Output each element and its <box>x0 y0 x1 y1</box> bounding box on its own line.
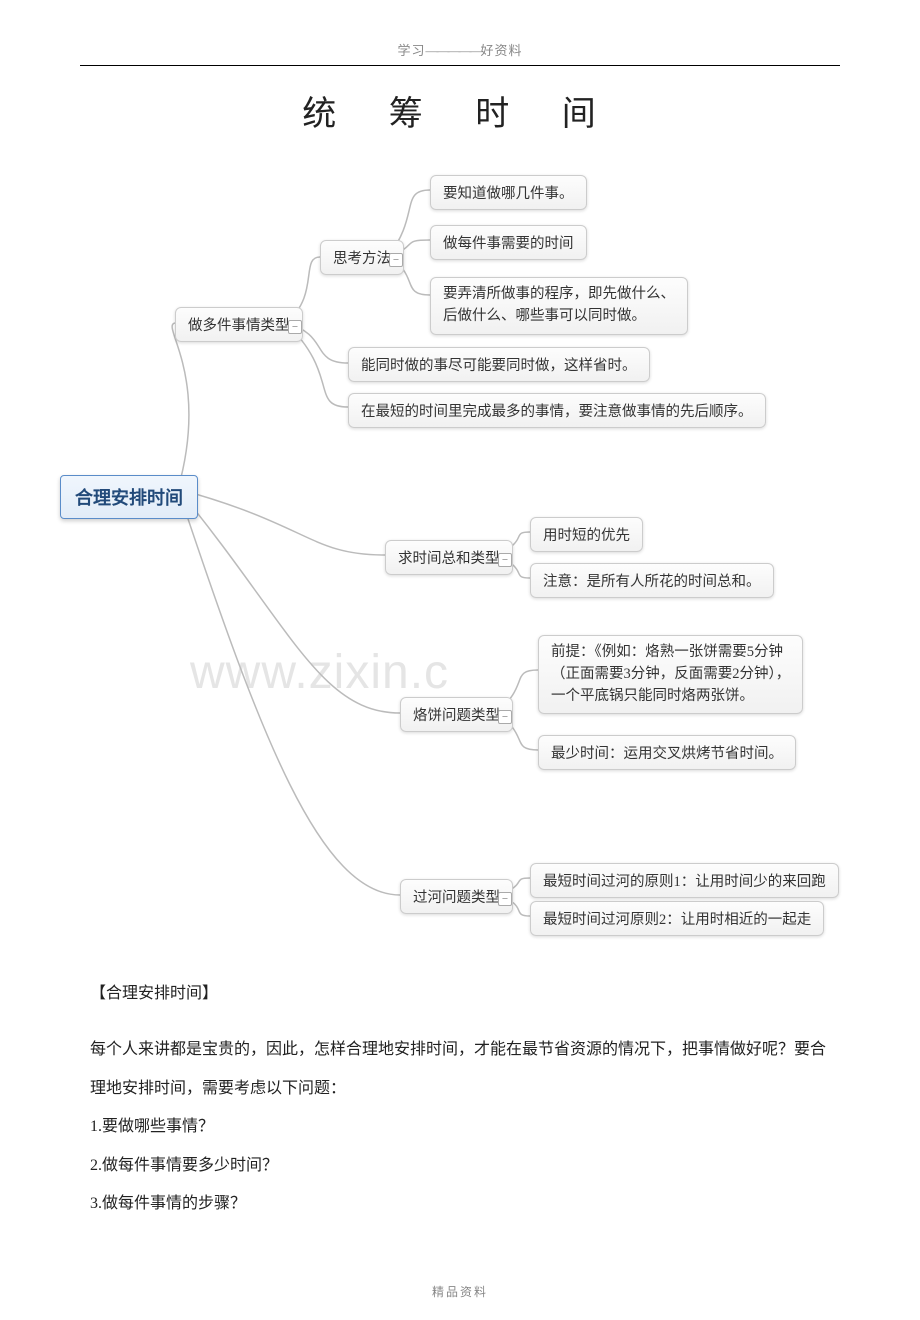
root-label: 合理安排时间 <box>75 488 183 508</box>
toggle-icon[interactable]: − <box>498 710 512 724</box>
mindmap: www.zixin.c 合理安排时间 做多件事情类型思考方法要知道做哪几件事。做… <box>60 175 870 935</box>
header-right: 好资料 <box>481 43 523 58</box>
node-n9: 用时短的优先 <box>530 517 643 552</box>
node-n13: 最少时间：运用交叉烘烤节省时间。 <box>538 735 796 770</box>
page-header: 学习—————好资料 <box>80 0 840 66</box>
toggle-icon[interactable]: − <box>288 320 302 334</box>
section-label: 【合理安排时间】 <box>90 975 830 1013</box>
paragraph-intro: 每个人来讲都是宝贵的，因此，怎样合理地安排时间，才能在最节省资源的情况下，把事情… <box>90 1031 830 1108</box>
toggle-icon[interactable]: − <box>389 253 403 267</box>
node-n5: 要弄清所做事的程序，即先做什么、 后做什么、哪些事可以同时做。 <box>430 277 688 335</box>
page-title: 统 筹 时 间 <box>0 66 920 175</box>
node-n11: 烙饼问题类型 <box>400 697 513 732</box>
node-n1: 做多件事情类型 <box>175 307 303 342</box>
node-n12: 前提：《例如：烙熟一张饼需要5分钟 （正面需要3分钟，反面需要2分钟）， 一个平… <box>538 635 803 714</box>
toggle-icon[interactable]: − <box>498 553 512 567</box>
node-n7: 在最短的时间里完成最多的事情，要注意做事情的先后顺序。 <box>348 393 766 428</box>
header-left: 学习 <box>397 43 425 58</box>
footer: 精品资料 <box>0 1273 920 1320</box>
node-n8: 求时间总和类型 <box>385 540 513 575</box>
question-1: 1.要做哪些事情？ <box>90 1108 830 1146</box>
node-n10: 注意：是所有人所花的时间总和。 <box>530 563 774 598</box>
body-text: 【合理安排时间】 每个人来讲都是宝贵的，因此，怎样合理地安排时间，才能在最节省资… <box>90 975 830 1223</box>
node-n3: 要知道做哪几件事。 <box>430 175 587 210</box>
toggle-icon[interactable]: − <box>498 892 512 906</box>
question-3: 3.做每件事情的步骤？ <box>90 1185 830 1223</box>
node-n15: 最短时间过河的原则1：让用时间少的来回跑 <box>530 863 839 898</box>
node-n4: 做每件事需要的时间 <box>430 225 587 260</box>
node-n6: 能同时做的事尽可能要同时做，这样省时。 <box>348 347 650 382</box>
question-2: 2.做每件事情要多少时间？ <box>90 1147 830 1185</box>
node-n14: 过河问题类型 <box>400 879 513 914</box>
header-dash: ————— <box>426 43 481 58</box>
watermark: www.zixin.c <box>190 645 449 700</box>
node-n16: 最短时间过河原则2：让用时相近的一起走 <box>530 901 824 936</box>
root-node: 合理安排时间 <box>60 475 198 519</box>
